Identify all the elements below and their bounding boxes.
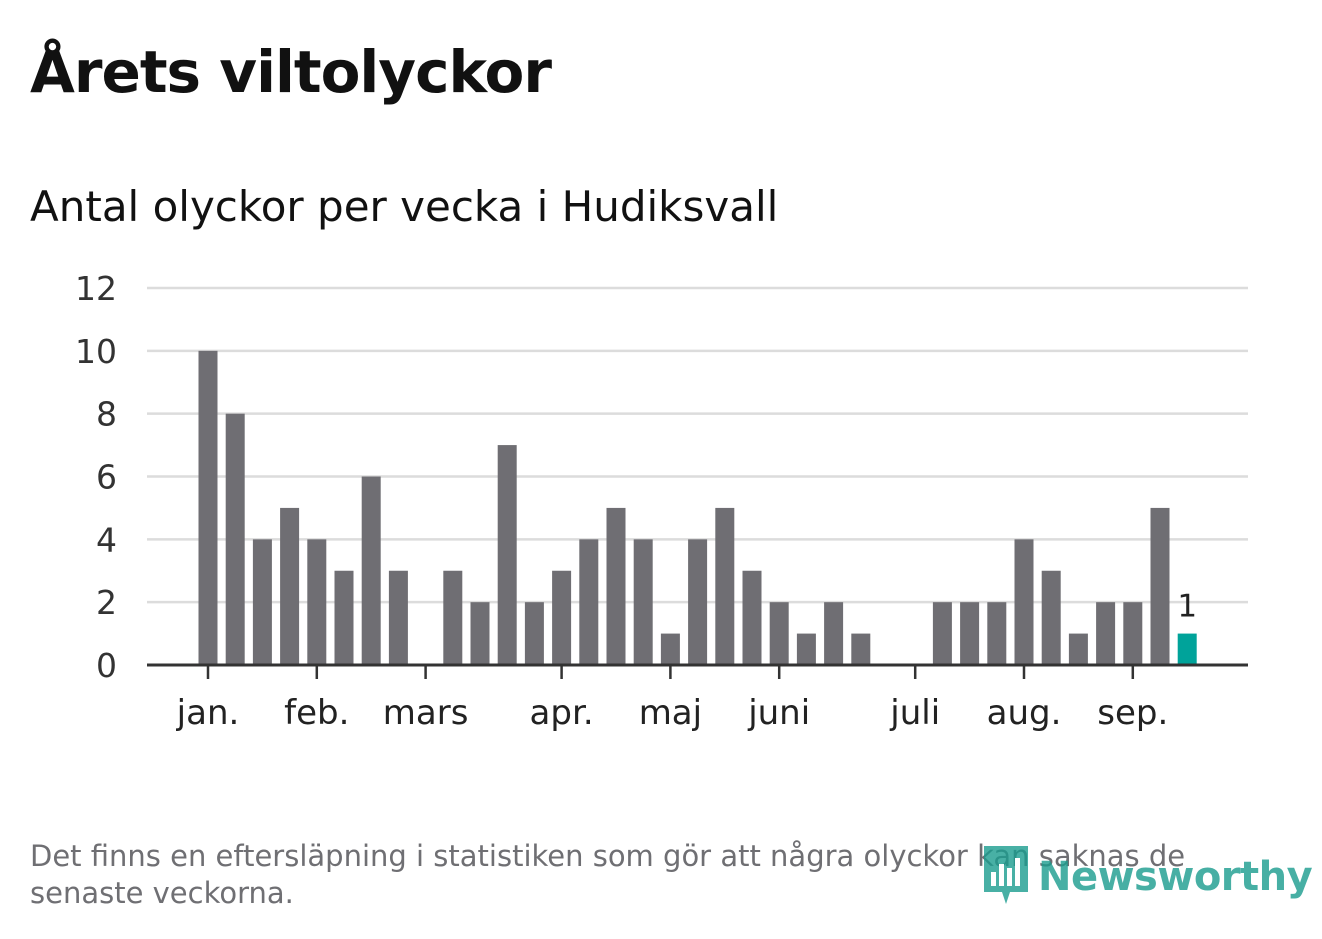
bar	[987, 602, 1007, 665]
y-tick-label: 4	[96, 520, 117, 559]
x-tick-label: maj	[639, 693, 702, 733]
bar	[633, 539, 653, 665]
y-tick-label: 6	[96, 458, 117, 497]
bar	[715, 507, 735, 665]
bar	[334, 570, 354, 665]
newsworthy-logo-icon	[984, 846, 1028, 904]
bar	[307, 539, 327, 665]
x-tick-label: juni	[747, 693, 810, 733]
x-tick-label: aug.	[987, 693, 1062, 733]
bar	[824, 602, 844, 665]
x-tick-label: sep.	[1097, 693, 1168, 733]
bar	[660, 633, 680, 665]
y-tick-label: 8	[96, 395, 117, 434]
bar	[1068, 633, 1088, 665]
x-tick-label: jan.	[176, 693, 240, 733]
bar-highlight	[1177, 633, 1197, 665]
x-tick-label: feb.	[284, 693, 349, 733]
chart-subtitle: Antal olyckor per vecka i Hudiksvall	[30, 182, 779, 231]
x-tick-label: juli	[889, 693, 940, 733]
bar	[1041, 570, 1061, 665]
bar	[552, 570, 572, 665]
bar	[851, 633, 871, 665]
bar	[1150, 507, 1170, 665]
bar	[742, 570, 762, 665]
bar	[1096, 602, 1116, 665]
chart-title: Årets viltolyckor	[30, 38, 552, 106]
bar	[225, 413, 245, 665]
bar	[388, 570, 408, 665]
bar	[1014, 539, 1034, 665]
bar	[524, 602, 544, 665]
newsworthy-logo-text: Newsworthy	[1038, 854, 1313, 900]
bar	[361, 476, 381, 665]
x-tick-label: mars	[383, 693, 469, 733]
x-tick-label: apr.	[530, 693, 594, 733]
y-tick-label: 12	[75, 269, 117, 308]
bar	[688, 539, 708, 665]
data-label: 1	[1177, 589, 1197, 625]
bar	[198, 350, 218, 665]
y-tick-label: 2	[96, 583, 117, 622]
bar	[769, 602, 789, 665]
newsworthy-logo: Newsworthy	[980, 842, 1313, 912]
bar	[252, 539, 272, 665]
bar	[470, 602, 490, 665]
bar	[280, 507, 300, 665]
bar	[579, 539, 599, 665]
y-tick-label: 0	[96, 646, 117, 685]
bar	[1123, 602, 1143, 665]
y-tick-label: 10	[75, 332, 117, 371]
bar	[606, 507, 626, 665]
bar	[796, 633, 816, 665]
bar	[932, 602, 952, 665]
bar	[960, 602, 980, 665]
bar	[443, 570, 463, 665]
bar	[497, 445, 517, 665]
